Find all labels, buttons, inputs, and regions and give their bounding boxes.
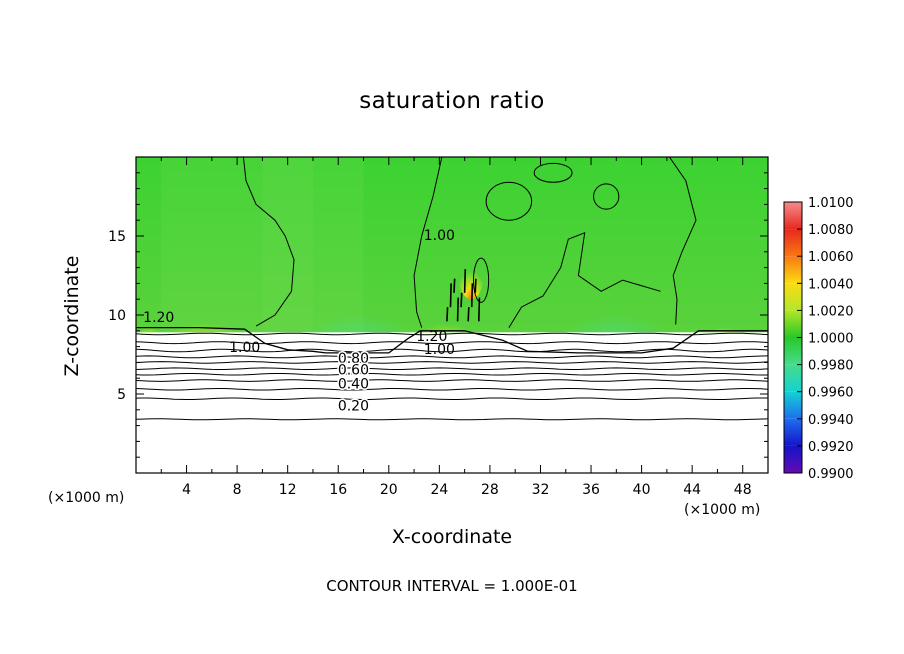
x-tick-label: 24 bbox=[430, 482, 448, 498]
saturation-field bbox=[136, 157, 768, 473]
x-tick-label: 32 bbox=[532, 482, 550, 498]
x-axis-unit-right: (×1000 m) bbox=[684, 502, 761, 518]
contour-cell bbox=[593, 183, 620, 210]
colorbar-segment bbox=[784, 364, 802, 392]
y-tick-label: 15 bbox=[108, 229, 126, 245]
contour-cell bbox=[533, 162, 573, 183]
contour-streak bbox=[470, 283, 474, 308]
colorbar-segment bbox=[784, 391, 802, 419]
contour-1.00 bbox=[136, 341, 768, 345]
contour-0.20 bbox=[136, 397, 768, 400]
contour-0.50 bbox=[136, 373, 768, 376]
contour-label: 1.00 bbox=[229, 340, 260, 356]
colorbar: 1.0100 1.0080 1.0060 1.0040 1.0020 1.0000 0.99… bbox=[783, 196, 854, 482]
colorbar-label: 0.9940 bbox=[808, 413, 854, 428]
contour-streak bbox=[446, 307, 449, 322]
cloud-edge-left bbox=[242, 157, 295, 327]
colorbar-label: 1.0060 bbox=[808, 250, 854, 265]
colorbar-label: 0.9920 bbox=[808, 440, 854, 455]
colorbar-segment bbox=[784, 418, 802, 446]
contour-streak bbox=[449, 283, 452, 308]
y-tick-label: 10 bbox=[108, 308, 126, 324]
x-tick-label: 36 bbox=[582, 482, 600, 498]
colorbar-label: 1.0020 bbox=[808, 304, 854, 319]
contour-label: 1.20 bbox=[143, 310, 174, 326]
contour-0.40 bbox=[136, 379, 768, 382]
contour-interval-note: CONTOUR INTERVAL = 1.000E-01 bbox=[326, 577, 578, 595]
contour-0.60 bbox=[136, 367, 768, 371]
y-axis-ticks: 5 10 15 bbox=[108, 172, 768, 458]
contour-label: 1.00 bbox=[424, 342, 455, 358]
contour-streak bbox=[474, 278, 477, 293]
contour-streak bbox=[453, 278, 456, 293]
contour-label: 0.40 bbox=[338, 377, 369, 393]
colorbar-segment bbox=[784, 310, 802, 338]
contour-0.20-low bbox=[136, 418, 768, 421]
contour-label: 0.80 bbox=[338, 351, 369, 367]
colorbar-segment bbox=[784, 229, 802, 257]
x-tick-label: 28 bbox=[481, 482, 499, 498]
contour-label: 1.00 bbox=[424, 228, 455, 244]
cloud-edge-center bbox=[413, 157, 443, 328]
contour-0.70 bbox=[136, 361, 768, 364]
x-tick-label: 12 bbox=[279, 482, 297, 498]
x-tick-label: 4 bbox=[182, 482, 191, 498]
colorbar-segment bbox=[784, 283, 802, 311]
x-tick-label: 40 bbox=[633, 482, 651, 498]
chart-title: saturation ratio bbox=[359, 88, 545, 114]
colorbar-label: 1.0080 bbox=[808, 223, 854, 238]
colorbar-segment bbox=[784, 256, 802, 284]
colorbar-segment bbox=[784, 202, 802, 230]
colorbar-label: 1.0100 bbox=[808, 196, 854, 211]
x-tick-label: 16 bbox=[329, 482, 347, 498]
contour-label: 1.20 bbox=[416, 329, 447, 345]
colorbar-label: 1.0040 bbox=[808, 277, 854, 292]
cloud-base-contour bbox=[136, 326, 768, 354]
contour-label: 0.60 bbox=[338, 362, 369, 378]
contour-streak bbox=[460, 292, 463, 308]
colorbar-segment bbox=[784, 337, 802, 365]
x-axis-unit-left: (×1000 m) bbox=[48, 490, 125, 506]
colorbar-label: 1.0000 bbox=[808, 332, 854, 347]
contour-cell bbox=[485, 181, 533, 221]
contour-label: 0.20 bbox=[338, 399, 369, 415]
contour-0.80 bbox=[136, 355, 768, 359]
colorbar-label: 0.9960 bbox=[808, 386, 854, 401]
x-tick-label: 44 bbox=[683, 482, 701, 498]
x-tick-label: 20 bbox=[380, 482, 398, 498]
x-tick-label: 48 bbox=[734, 482, 752, 498]
colorbar-segment bbox=[784, 445, 802, 473]
contour-1.20 bbox=[136, 332, 768, 336]
contour-streak bbox=[456, 297, 459, 322]
y-tick-label: 5 bbox=[117, 387, 126, 403]
x-tick-label: 8 bbox=[233, 482, 242, 498]
contour-cell bbox=[472, 257, 490, 303]
contour-streak bbox=[467, 307, 470, 322]
contour-lines bbox=[136, 157, 768, 421]
contour-streak bbox=[477, 297, 481, 322]
x-axis-ticks: 4 8 12 16 20 24 28 32 36 40 44 48 bbox=[160, 157, 752, 498]
cloud-edge-right bbox=[668, 157, 697, 325]
cloud-edge-mid bbox=[508, 232, 661, 328]
x-axis-label: X-coordinate bbox=[391, 526, 513, 548]
colorbar-label: 0.9900 bbox=[808, 467, 854, 482]
contour-0.30 bbox=[136, 388, 768, 391]
contour-streak bbox=[463, 269, 467, 293]
contour-labels: 1.201.000.800.600.400.201.201.001.00 bbox=[143, 228, 455, 416]
colorbar-label: 0.9980 bbox=[808, 359, 854, 374]
